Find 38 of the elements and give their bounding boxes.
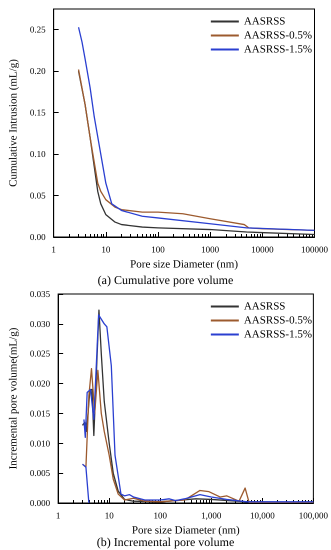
x-tick-label: 1 — [51, 244, 56, 254]
x-tick-label: 100,000 — [298, 510, 328, 520]
x-tick-label: 100 — [151, 244, 166, 254]
legend-label: AASRSS-1.5% — [244, 328, 312, 340]
x-tick-label: 10,000 — [250, 510, 276, 520]
x-tick-label: 100 — [153, 510, 168, 520]
y-tick-label: 0.015 — [30, 408, 51, 418]
y-tick-label: 0.15 — [30, 108, 46, 118]
y-axis-title: Cumulative Intrusion (mL/g) — [8, 58, 20, 187]
y-tick-label: 0.000 — [30, 498, 51, 508]
y-tick-label: 0.05 — [30, 190, 46, 201]
x-tick-label: 10 — [104, 510, 114, 520]
x-axis-title: Pore size Diameter (nm) — [132, 524, 240, 536]
legend-label: AASRSS-0.5% — [244, 314, 312, 326]
legend-label: AASRSS — [244, 16, 286, 28]
y-tick-label: 0.00 — [30, 232, 46, 242]
y-tick-label: 0.035 — [30, 289, 51, 299]
x-axis-title: Pore size Diameter (nm) — [130, 258, 238, 270]
x-tick-label: 1000 — [201, 244, 220, 254]
legend-label: AASRSS-0.5% — [244, 30, 312, 42]
y-tick-label: 0.030 — [30, 318, 51, 329]
x-tick-label: 10000 — [251, 244, 274, 254]
x-tick-label: 1,000 — [201, 510, 222, 520]
legend-label: AASRSS-1.5% — [244, 44, 312, 56]
y-tick-label: 0.25 — [30, 24, 46, 35]
y-tick-label: 0.010 — [30, 438, 51, 448]
x-tick-label: 1 — [56, 510, 60, 520]
y-tick-label: 0.025 — [30, 348, 51, 359]
text: (b) Incremental pore volume — [96, 535, 234, 549]
y-tick-label: 0.10 — [30, 149, 46, 160]
y-tick-label: 0.20 — [30, 66, 46, 76]
y-tick-label: 0.005 — [30, 468, 51, 478]
x-tick-label: 100000 — [301, 244, 328, 254]
y-tick-label: 0.020 — [30, 378, 51, 389]
legend-label: AASRSS — [244, 300, 286, 312]
y-axis-title: Incremental pore volume(mL/g) — [8, 327, 20, 470]
text: (a) Cumulative pore volume — [98, 273, 234, 287]
x-tick-label: 10 — [101, 244, 111, 254]
